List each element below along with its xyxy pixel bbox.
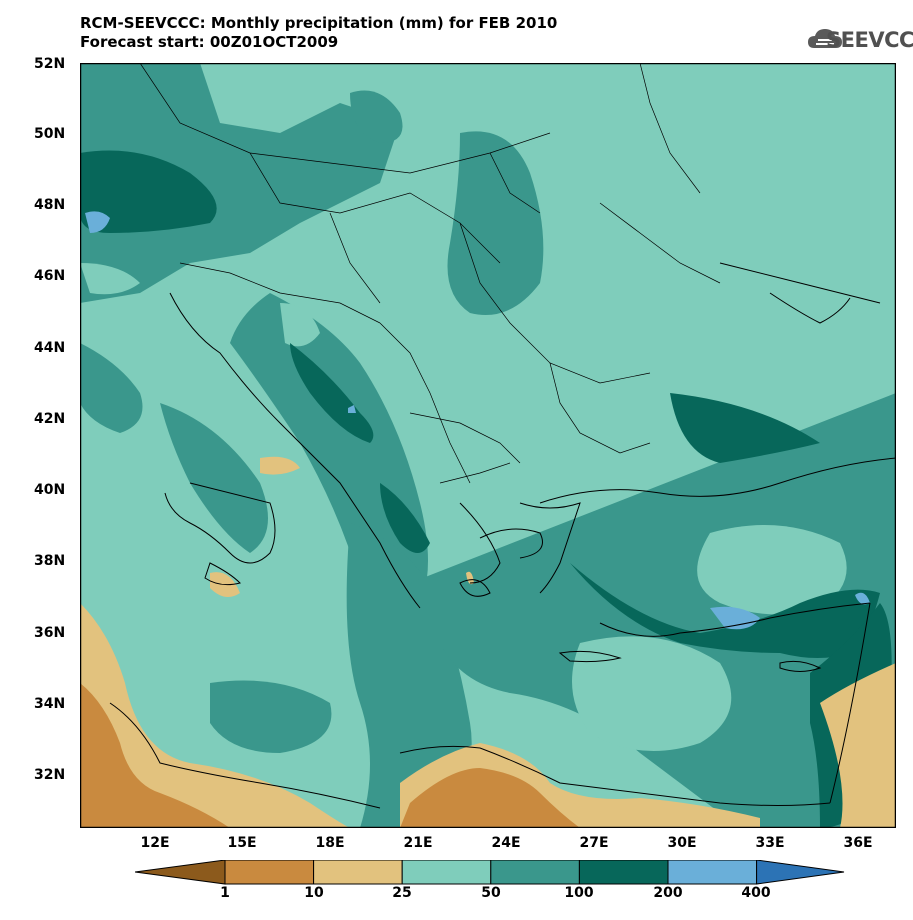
legend-label: 50 xyxy=(481,885,501,901)
legend-label: 200 xyxy=(653,885,683,901)
legend-swatch-25-50 xyxy=(401,860,492,885)
coastlines xyxy=(109,262,896,809)
legend-swatch-100-200 xyxy=(578,860,669,885)
precip-50-100 xyxy=(80,63,896,828)
legend-label: 1 xyxy=(220,885,230,901)
precip-1-10 xyxy=(80,683,580,828)
lon-label: 33E xyxy=(755,835,785,851)
precip-200-400 xyxy=(85,211,870,630)
legend-swatch-gt400 xyxy=(756,860,845,885)
lat-label: 32N xyxy=(34,767,66,783)
legend-swatch-10-25 xyxy=(313,860,403,885)
lat-label: 48N xyxy=(34,197,66,213)
lon-label: 21E xyxy=(403,835,433,851)
lat-label: 38N xyxy=(34,553,66,569)
legend-swatch-200-400 xyxy=(667,860,758,885)
legend-label: 10 xyxy=(304,885,324,901)
lat-label: 44N xyxy=(34,340,66,356)
cloud-icon xyxy=(808,29,842,48)
lon-label: 24E xyxy=(491,835,521,851)
logo-text: SEEVCCC xyxy=(826,28,913,52)
lat-label: 52N xyxy=(34,56,66,72)
legend-label: 25 xyxy=(392,885,412,901)
legend-swatch-1-10 xyxy=(224,860,315,885)
color-legend xyxy=(135,860,845,885)
lat-label: 42N xyxy=(34,411,66,427)
lat-label: 40N xyxy=(34,482,66,498)
legend-swatch-lt1 xyxy=(135,860,226,885)
title-line-1: RCM-SEEVCCC: Monthly precipitation (mm) … xyxy=(80,14,558,32)
legend-label: 100 xyxy=(564,885,594,901)
precipitation-map xyxy=(80,63,896,828)
legend-swatch-50-100 xyxy=(490,860,580,885)
map-title: RCM-SEEVCCC: Monthly precipitation (mm) … xyxy=(80,14,557,52)
precip-25-50-patches xyxy=(80,263,847,751)
lat-label: 50N xyxy=(34,126,66,142)
lon-label: 18E xyxy=(315,835,345,851)
title-line-2: Forecast start: 00Z01OCT2009 xyxy=(80,33,339,51)
lon-label: 30E xyxy=(667,835,697,851)
lon-label: 27E xyxy=(579,835,609,851)
lat-label: 34N xyxy=(34,696,66,712)
map-frame xyxy=(80,63,896,828)
country-borders xyxy=(139,63,721,484)
lat-label: 46N xyxy=(34,268,66,284)
lon-label: 12E xyxy=(140,835,170,851)
lon-label: 15E xyxy=(227,835,257,851)
legend-label: 400 xyxy=(741,885,771,901)
lon-label: 36E xyxy=(843,835,873,851)
lat-label: 36N xyxy=(34,625,66,641)
